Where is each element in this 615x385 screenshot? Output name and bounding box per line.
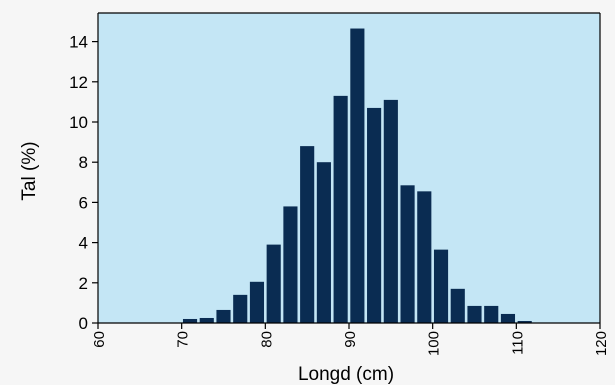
histogram-bar bbox=[182, 318, 198, 323]
y-tick-label: 4 bbox=[79, 234, 88, 253]
x-tick-label: 120 bbox=[593, 331, 610, 356]
histogram-bar bbox=[249, 281, 265, 323]
y-tick-label: 8 bbox=[79, 153, 88, 172]
x-tick-label: 60 bbox=[91, 331, 108, 348]
histogram-bar bbox=[484, 305, 499, 323]
x-tick-label: 70 bbox=[175, 331, 192, 348]
histogram-bar bbox=[283, 206, 298, 323]
histogram-bar bbox=[400, 185, 415, 323]
histogram-bar bbox=[316, 162, 331, 323]
histogram-bar bbox=[500, 313, 516, 323]
histogram-bar bbox=[383, 99, 398, 323]
x-tick-label: 90 bbox=[342, 331, 359, 348]
y-tick-label: 10 bbox=[69, 113, 88, 132]
y-tick-label: 0 bbox=[79, 314, 88, 333]
histogram-bar bbox=[450, 288, 465, 323]
histogram-bar bbox=[417, 191, 432, 323]
labels-layer: Tal (%) Longd (cm) bbox=[19, 141, 394, 385]
histogram-bar bbox=[199, 317, 214, 323]
plot-area-background bbox=[98, 13, 600, 323]
histogram-bar bbox=[350, 28, 365, 324]
axes-layer: 0 2 4 6 8 10 12 14 60 70 80 90 100 110 120 bbox=[69, 12, 610, 356]
x-tick-label: 80 bbox=[258, 331, 275, 348]
y-axis-label: Tal (%) bbox=[19, 141, 40, 200]
x-tick-label: 100 bbox=[426, 331, 443, 356]
histogram-bar bbox=[333, 95, 348, 324]
histogram-bar bbox=[233, 294, 248, 323]
histogram-bar bbox=[266, 244, 281, 323]
bars-layer bbox=[182, 28, 532, 324]
histogram-bar bbox=[367, 107, 382, 324]
histogram-bar bbox=[467, 305, 482, 323]
histogram-bar bbox=[216, 309, 231, 323]
y-tick-label: 6 bbox=[79, 193, 88, 212]
x-tick-label: 110 bbox=[509, 331, 526, 355]
y-tick-label: 2 bbox=[79, 274, 88, 293]
histogram-bar bbox=[517, 320, 532, 323]
y-tick-label: 12 bbox=[69, 73, 88, 92]
histogram-bar bbox=[433, 249, 449, 323]
histogram-bar bbox=[300, 146, 315, 323]
x-axis-label: Longd (cm) bbox=[298, 364, 394, 385]
y-tick-label: 14 bbox=[69, 33, 88, 52]
